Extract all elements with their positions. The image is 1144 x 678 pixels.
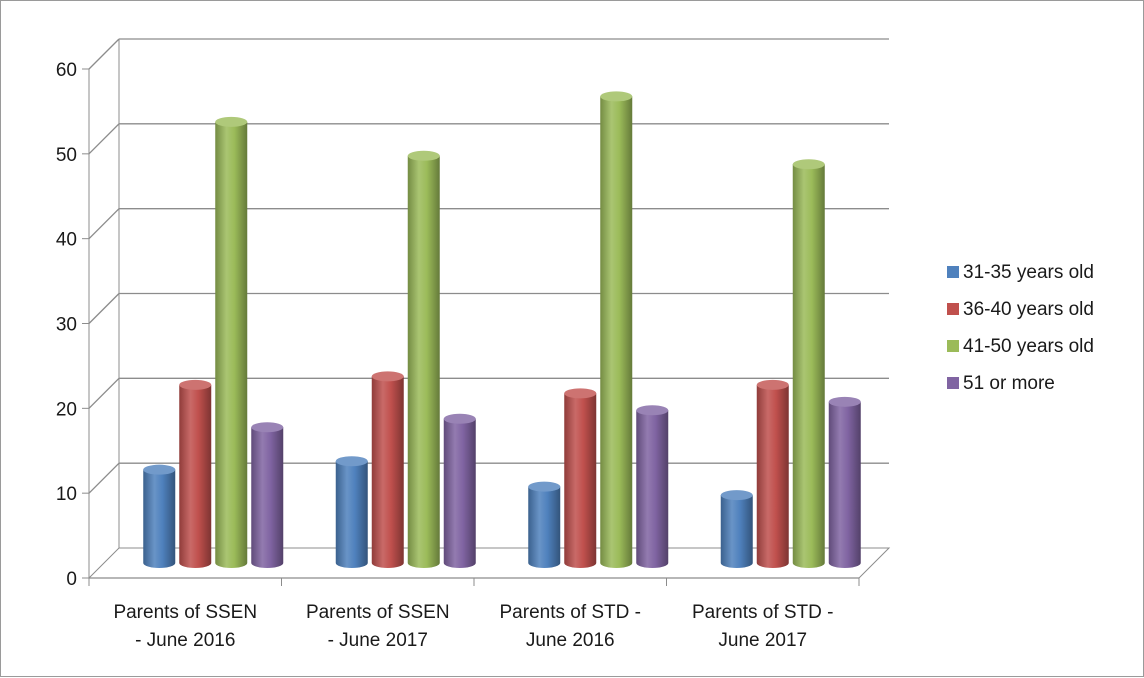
bar xyxy=(600,91,633,569)
bar-top xyxy=(720,490,753,501)
legend-label: 51 or more xyxy=(963,373,1055,394)
legend-swatch xyxy=(947,303,959,315)
bar xyxy=(335,456,368,568)
bar-top xyxy=(143,464,176,475)
bar-top xyxy=(756,379,789,390)
bar xyxy=(636,405,669,568)
bar-body xyxy=(792,164,825,569)
bar-top xyxy=(251,422,284,433)
legend-item: 51 or more xyxy=(947,373,1055,394)
bar-body xyxy=(371,376,404,568)
bar-top xyxy=(335,456,368,467)
bar-top xyxy=(792,159,825,170)
gridline-side xyxy=(88,377,120,409)
y-tick-label: 60 xyxy=(56,60,77,81)
bar xyxy=(371,371,404,568)
bar xyxy=(215,116,248,568)
bar xyxy=(443,413,476,568)
gridline-side xyxy=(88,38,120,70)
bar-body xyxy=(179,384,212,568)
bar-body xyxy=(600,96,633,569)
legend-item: 31-35 years old xyxy=(947,262,1094,283)
y-tick-label: 50 xyxy=(56,145,77,166)
bar-body xyxy=(443,418,476,568)
bar-body xyxy=(720,495,753,568)
legend-item: 41-50 years old xyxy=(947,336,1094,357)
legend-label: 36-40 years old xyxy=(963,299,1094,320)
bar-top xyxy=(528,481,561,492)
bar-body xyxy=(407,155,440,569)
bar-top xyxy=(828,396,861,407)
bar-top xyxy=(564,388,597,399)
legend-label: 41-50 years old xyxy=(963,336,1094,357)
gridline-side xyxy=(88,462,120,494)
y-tick-label: 10 xyxy=(56,484,77,505)
bar-top xyxy=(371,371,404,382)
bar xyxy=(143,464,176,568)
bar-body xyxy=(756,384,789,568)
gridline-side xyxy=(88,293,120,324)
bar xyxy=(407,150,440,569)
bar-body xyxy=(564,393,597,568)
bar xyxy=(828,396,861,568)
bar-body xyxy=(215,121,248,568)
bar xyxy=(179,379,212,568)
y-tick-label: 20 xyxy=(56,399,77,420)
bar-body xyxy=(335,461,368,568)
bar xyxy=(528,481,561,568)
bar xyxy=(756,379,789,568)
legend-item: 36-40 years old xyxy=(947,299,1094,320)
bar-top xyxy=(443,413,476,424)
bar-top xyxy=(215,116,248,127)
x-tick-label: Parents of SSEN - June 2016 xyxy=(113,602,257,651)
y-tick-label: 40 xyxy=(56,230,77,251)
y-tick-label: 0 xyxy=(66,569,77,590)
x-tick-label: Parents of SSEN - June 2017 xyxy=(306,602,450,651)
gridline-side xyxy=(88,123,120,155)
legend-swatch xyxy=(947,340,959,352)
bar-top xyxy=(179,379,212,390)
bars xyxy=(143,91,861,569)
bar-body xyxy=(528,486,561,568)
bar-body xyxy=(828,401,861,568)
bar-body xyxy=(251,427,284,568)
bar-top xyxy=(407,150,440,161)
bar-body xyxy=(636,410,669,568)
x-axis: Parents of SSEN - June 2016 Parents of SSE… xyxy=(88,577,860,651)
x-tick-label: Parents of STD -June 2016 xyxy=(500,602,642,651)
bar xyxy=(564,388,597,568)
bar-top xyxy=(636,405,669,416)
x-tick-label: Parents of STD -June 2017 xyxy=(692,602,834,651)
legend-label: 31-35 years old xyxy=(963,262,1094,283)
y-axis: 0 10 20 30 40 50 60 xyxy=(56,60,90,590)
bar xyxy=(251,422,284,568)
bar xyxy=(792,159,825,569)
bar xyxy=(720,490,753,568)
legend-swatch xyxy=(947,377,959,389)
legend: 31-35 years old 36-40 years old 41-50 year… xyxy=(947,262,1094,394)
y-tick-label: 30 xyxy=(56,315,77,336)
bar-top xyxy=(600,91,633,102)
gridline-side xyxy=(88,208,120,240)
bar-body xyxy=(143,469,176,568)
legend-swatch xyxy=(947,266,959,278)
